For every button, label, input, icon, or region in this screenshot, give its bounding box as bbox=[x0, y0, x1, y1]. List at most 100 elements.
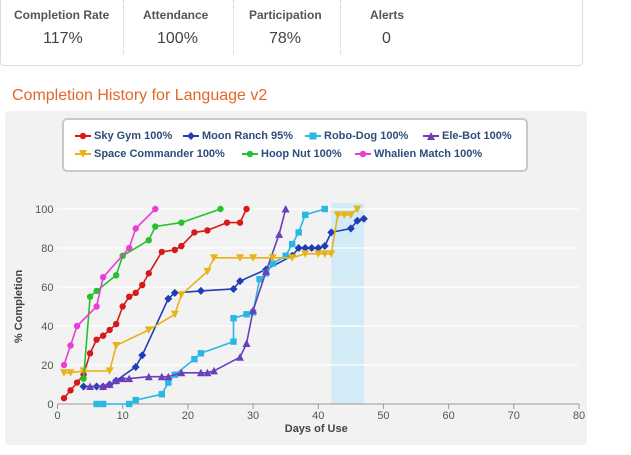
y-tick-label: 100 bbox=[35, 204, 53, 216]
data-point-hoop-nut bbox=[145, 237, 152, 244]
data-point-whalien-match bbox=[126, 244, 133, 252]
data-point-space-commander bbox=[112, 342, 121, 350]
data-point-sky-gym bbox=[145, 270, 152, 277]
data-point-moon-ranch bbox=[301, 244, 310, 252]
data-point-space-commander bbox=[203, 267, 212, 276]
x-tick-label: 30 bbox=[247, 410, 259, 422]
legend-label: Whalien Match 100% bbox=[374, 148, 483, 160]
series-line-space-commander bbox=[64, 208, 358, 374]
y-tick-label: 40 bbox=[41, 321, 53, 333]
data-point-hoop-nut bbox=[112, 272, 120, 279]
data-point-sky-gym bbox=[86, 350, 94, 357]
data-point-moon-ranch bbox=[79, 382, 88, 391]
stat-divider bbox=[233, 0, 234, 54]
legend-marker-icon bbox=[423, 132, 439, 140]
data-point-robo-dog bbox=[93, 400, 100, 408]
data-point-moon-ranch bbox=[320, 242, 329, 251]
data-point-sky-gym bbox=[60, 394, 68, 402]
x-tick-label: 50 bbox=[377, 410, 389, 422]
legend-label: Sky Gym 100% bbox=[94, 130, 173, 142]
data-point-space-commander bbox=[333, 211, 342, 219]
data-point-moon-ranch bbox=[346, 224, 355, 233]
data-point-space-commander bbox=[353, 205, 362, 213]
data-point-robo-dog bbox=[295, 229, 302, 236]
data-point-robo-dog bbox=[288, 240, 296, 248]
data-point-hoop-nut bbox=[86, 293, 94, 300]
data-point-space-commander bbox=[66, 369, 75, 377]
data-point-space-commander bbox=[177, 291, 186, 299]
data-point-ele-bot bbox=[86, 382, 95, 390]
data-point-ele-bot bbox=[177, 368, 186, 377]
data-point-space-commander bbox=[320, 250, 329, 258]
legend-marker-icon bbox=[305, 132, 321, 140]
data-point-space-commander bbox=[268, 254, 277, 262]
data-point-robo-dog bbox=[230, 338, 237, 345]
data-point-ele-bot bbox=[203, 368, 212, 377]
x-tick-label: 60 bbox=[443, 410, 455, 422]
data-point-moon-ranch bbox=[353, 216, 362, 225]
data-point-whalien-match bbox=[152, 205, 159, 213]
data-point-whalien-match bbox=[60, 361, 68, 369]
data-point-hoop-nut bbox=[217, 205, 224, 213]
data-point-space-commander bbox=[301, 250, 310, 258]
x-tick-label: 10 bbox=[117, 410, 129, 422]
stat-completion-rate: Completion Rate 117% bbox=[1, 0, 123, 52]
data-point-robo-dog bbox=[321, 205, 328, 213]
data-point-moon-ranch bbox=[359, 214, 368, 223]
series-line-sky-gym bbox=[63, 208, 248, 399]
data-point-sky-gym bbox=[178, 242, 185, 250]
data-point-sky-gym bbox=[99, 332, 107, 339]
data-point-sky-gym bbox=[119, 303, 126, 310]
stat-divider bbox=[123, 0, 124, 54]
data-point-space-commander bbox=[346, 211, 355, 219]
y-tick-label: 60 bbox=[41, 282, 53, 294]
data-point-moon-ranch bbox=[164, 294, 173, 303]
data-point-moon-ranch bbox=[170, 288, 179, 297]
data-point-space-commander bbox=[105, 367, 114, 375]
data-point-sky-gym bbox=[223, 219, 231, 226]
data-point-ele-bot bbox=[125, 374, 134, 383]
data-point-sky-gym bbox=[132, 289, 139, 297]
data-point-ele-bot bbox=[275, 230, 284, 238]
legend-marker-icon bbox=[75, 132, 91, 140]
data-point-robo-dog bbox=[197, 350, 205, 357]
legend-label: Hoop Nut 100% bbox=[261, 148, 342, 160]
legend-label: Robo-Dog 100% bbox=[324, 130, 409, 142]
x-tick-label: 0 bbox=[54, 410, 60, 422]
data-point-space-commander bbox=[340, 211, 349, 219]
stat-value: 78% bbox=[269, 30, 302, 47]
legend-marker-icon bbox=[242, 150, 258, 158]
data-point-robo-dog bbox=[99, 400, 107, 408]
stat-alerts: Alerts 0 bbox=[341, 0, 441, 52]
data-point-moon-ranch bbox=[138, 351, 147, 360]
data-point-ele-bot bbox=[281, 205, 290, 213]
data-point-robo-dog bbox=[256, 276, 263, 283]
stat-value: 0 bbox=[382, 30, 391, 47]
data-point-hoop-nut bbox=[178, 219, 185, 226]
data-point-space-commander bbox=[60, 369, 69, 377]
data-point-ele-bot bbox=[262, 267, 271, 275]
data-point-robo-dog bbox=[165, 379, 172, 386]
data-point-whalien-match bbox=[99, 274, 107, 281]
data-point-moon-ranch bbox=[229, 284, 238, 293]
data-point-robo-dog bbox=[191, 355, 198, 363]
data-point-ele-bot bbox=[144, 372, 153, 381]
data-point-sky-gym bbox=[106, 326, 113, 334]
data-point-moon-ranch bbox=[307, 244, 316, 252]
data-point-space-commander bbox=[236, 254, 245, 262]
data-point-space-commander bbox=[170, 310, 179, 319]
x-axis-title: Days of Use bbox=[285, 423, 348, 435]
data-point-space-commander bbox=[249, 254, 258, 262]
data-point-sky-gym bbox=[139, 281, 146, 289]
data-point-ele-bot bbox=[242, 339, 251, 348]
legend-label: Space Commander 100% bbox=[94, 148, 225, 160]
data-point-space-commander bbox=[288, 254, 297, 262]
data-point-ele-bot bbox=[105, 380, 114, 388]
series-line-robo-dog bbox=[96, 208, 326, 405]
data-point-sky-gym bbox=[191, 229, 198, 236]
highlight-band bbox=[331, 203, 364, 404]
stat-participation: Participation 78% bbox=[234, 0, 339, 52]
stat-attendance: Attendance 100% bbox=[124, 0, 232, 52]
data-point-ele-bot bbox=[209, 366, 218, 375]
